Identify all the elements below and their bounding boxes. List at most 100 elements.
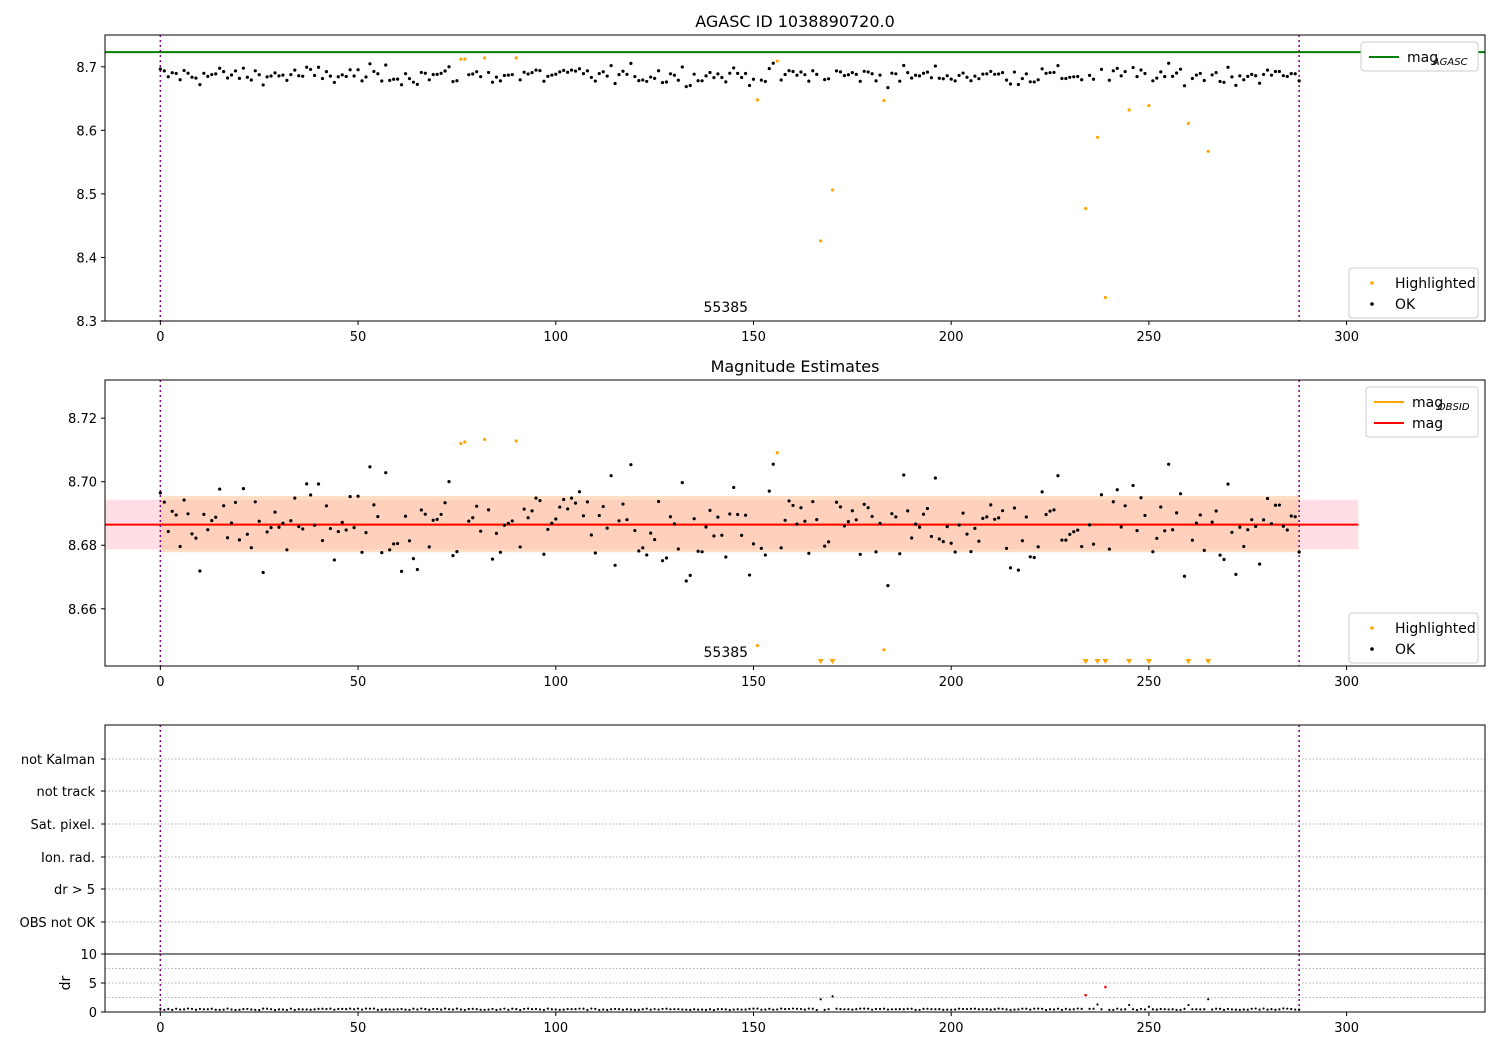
- ok-point: [747, 83, 752, 88]
- dr-point: [562, 1008, 565, 1011]
- dr-point: [859, 1007, 862, 1010]
- ok-point: [1004, 78, 1009, 82]
- ok-point: [747, 573, 752, 577]
- dr-point: [768, 1007, 771, 1010]
- dr-point: [463, 1008, 466, 1012]
- ok-point: [716, 515, 720, 519]
- ok-point: [700, 79, 704, 83]
- ok-point: [1155, 76, 1159, 80]
- ok-point: [435, 72, 439, 76]
- dr-point: [1076, 1007, 1079, 1010]
- ok-point: [451, 554, 455, 558]
- ok-point: [1238, 74, 1242, 78]
- x-tick-label: 200: [939, 330, 964, 345]
- ok-point: [522, 70, 526, 74]
- dr-point: [1159, 1007, 1162, 1011]
- ok-point: [324, 504, 329, 508]
- dr-point: [1139, 1007, 1143, 1011]
- ok-point: [348, 495, 352, 499]
- ok-point: [522, 507, 526, 511]
- dr-point: [649, 1008, 652, 1011]
- dr-point: [598, 1008, 601, 1012]
- dr-point: [1175, 1008, 1178, 1011]
- ok-point: [261, 83, 265, 87]
- ok-point: [269, 74, 273, 78]
- ok-point: [898, 79, 902, 83]
- ok-point: [890, 71, 894, 75]
- ok-point: [198, 83, 202, 87]
- dr-point: [206, 1008, 209, 1011]
- dr-point: [182, 1008, 186, 1011]
- ok-point: [486, 70, 491, 75]
- ok-point: [1159, 70, 1163, 74]
- dr-point: [922, 1007, 925, 1010]
- ok-point: [577, 490, 582, 494]
- dr-point: [890, 1008, 893, 1011]
- ok-point: [293, 68, 297, 72]
- ok-point: [423, 71, 427, 75]
- dr-point: [380, 1008, 383, 1011]
- dr-point: [835, 1007, 838, 1010]
- ok-point: [1044, 512, 1048, 517]
- ok-point: [218, 487, 222, 491]
- dr-point: [985, 1008, 988, 1011]
- dr-point: [610, 1008, 613, 1011]
- legend-box: [1348, 612, 1479, 664]
- ok-point: [977, 539, 981, 543]
- ok-point: [526, 72, 530, 76]
- ok-point: [1178, 492, 1183, 496]
- ok-point: [712, 76, 716, 80]
- ok-point: [194, 536, 198, 540]
- ok-point: [1214, 71, 1218, 75]
- ok-point: [1080, 78, 1084, 82]
- highlighted-point: [463, 57, 467, 61]
- ok-point: [597, 513, 601, 518]
- ok-point: [186, 512, 190, 516]
- dr-point: [447, 1008, 451, 1011]
- ok-point: [823, 78, 827, 82]
- ok-point: [973, 74, 977, 78]
- ok-point: [1281, 524, 1285, 528]
- y-tick-label: 8.68: [68, 539, 97, 554]
- ok-point: [605, 526, 609, 530]
- dr-point: [523, 1007, 526, 1011]
- highlighted-point: [882, 648, 886, 652]
- ok-point: [431, 518, 435, 522]
- ok-point: [724, 555, 728, 559]
- ok-point: [902, 63, 906, 68]
- dr-point: [345, 1008, 348, 1011]
- ok-point: [415, 82, 419, 86]
- ok-point: [253, 500, 257, 504]
- ok-point: [850, 70, 854, 75]
- ok-point: [348, 68, 352, 72]
- ok-point: [759, 78, 763, 82]
- ok-point: [1000, 509, 1005, 513]
- dr-point: [930, 1008, 933, 1011]
- dr-point: [376, 1008, 379, 1011]
- dr-point: [1294, 1008, 1297, 1011]
- ok-point: [1163, 75, 1167, 79]
- legend-dot-marker: [1370, 647, 1374, 651]
- dr-point: [396, 1008, 399, 1011]
- ok-point: [585, 500, 590, 504]
- ok-point: [937, 537, 941, 541]
- ok-point: [186, 71, 190, 75]
- ok-point: [1285, 528, 1289, 532]
- ok-point: [1190, 538, 1194, 542]
- dr-point: [1211, 1008, 1214, 1011]
- ok-point: [222, 69, 226, 74]
- dr-point: [309, 1008, 312, 1011]
- ok-point: [740, 533, 744, 537]
- ok-point: [854, 72, 858, 76]
- ok-point: [838, 70, 843, 74]
- dr-point: [1037, 1007, 1040, 1010]
- ok-point: [767, 489, 771, 493]
- ok-point: [542, 79, 546, 83]
- ok-point: [502, 73, 506, 78]
- dr-point: [1029, 1008, 1032, 1011]
- dr-point: [1195, 1008, 1198, 1011]
- ok-point: [305, 65, 309, 69]
- dr-point: [558, 1008, 561, 1011]
- ok-point: [656, 499, 661, 504]
- dr-point: [1226, 1007, 1230, 1011]
